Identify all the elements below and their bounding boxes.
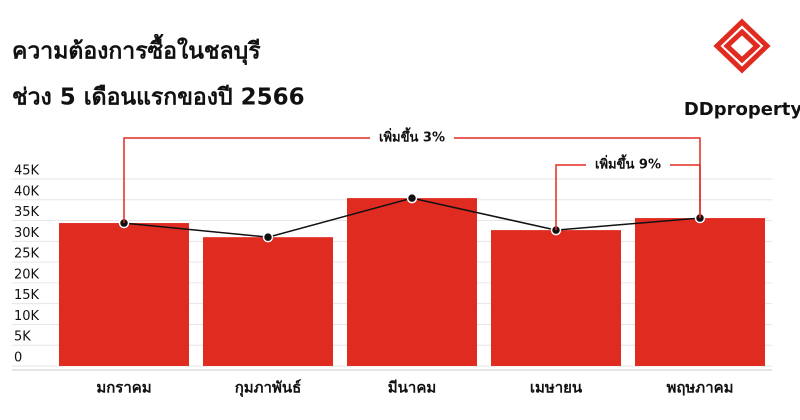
logo-text: DDproperty: [684, 99, 800, 120]
trend-point: [262, 231, 274, 243]
x-tick-label: มีนาคม: [388, 379, 437, 397]
y-tick-label: 20K: [14, 267, 40, 282]
y-tick-label: 45K: [14, 164, 40, 179]
y-tick-label: 25K: [14, 247, 40, 262]
y-tick-label: 0: [14, 351, 22, 366]
bar: [347, 198, 477, 366]
y-tick-label: 15K: [14, 288, 40, 303]
bar: [59, 223, 189, 366]
x-tick-label: กุมภาพันธ์: [235, 379, 302, 398]
chart-title-line-2: ช่วง 5 เดือนแรกของปี 2566: [12, 85, 305, 111]
logo: DDproperty: [684, 18, 800, 120]
y-tick-label: 35K: [14, 205, 40, 220]
y-tick-label: 10K: [14, 309, 40, 324]
x-tick-label: พฤษภาคม: [666, 379, 733, 397]
y-tick-label: 5K: [14, 330, 31, 345]
y-tick-label: 30K: [14, 226, 40, 241]
bar: [203, 237, 333, 366]
bar: [491, 230, 621, 366]
annotation-label: เพิ่มขึ้น 9%: [595, 154, 661, 173]
logo-icon: [713, 18, 771, 74]
x-tick-label: มกราคม: [96, 379, 151, 397]
y-tick-label: 40K: [14, 184, 40, 199]
bar: [635, 218, 765, 366]
chart-title-line-1: ความต้องการซื้อในชลบุรี: [12, 34, 261, 66]
x-tick-label: เมษายน: [530, 379, 583, 397]
annotation-background: [586, 154, 670, 176]
annotation-label: เพิ่มขึ้น 3%: [379, 127, 445, 146]
annotation-background: [370, 127, 454, 149]
trend-point: [406, 192, 418, 204]
